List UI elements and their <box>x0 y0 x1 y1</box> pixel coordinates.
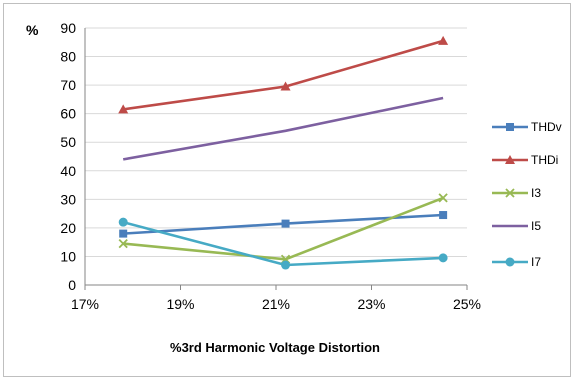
legend: THDv THDi I3 I5 I7 <box>492 120 562 269</box>
legend-item-i7: I7 <box>492 255 541 269</box>
legend-marker-thdv <box>506 123 514 131</box>
x-tick-label: 19% <box>166 296 194 312</box>
y-tick-label: 30 <box>60 191 76 207</box>
axes <box>84 28 468 290</box>
y-axis-label: % <box>26 22 39 38</box>
x-tick-label: 23% <box>357 296 385 312</box>
y-tick-label: 40 <box>60 163 76 179</box>
x-tick-label: 25% <box>453 296 481 312</box>
series-line-thdi <box>123 39 444 111</box>
data-point-i7 <box>118 217 128 227</box>
y-tick-label: 70 <box>60 77 76 93</box>
data-point-thdi <box>280 81 291 91</box>
x-tick-label: 21% <box>262 296 290 312</box>
data-point-i3 <box>438 193 448 203</box>
data-point-thdi <box>438 35 449 45</box>
chart-frame <box>3 3 571 377</box>
y-tick-label: 90 <box>60 20 76 36</box>
series-thdi <box>118 35 449 114</box>
legend-item-i3: I3 <box>492 186 541 200</box>
y-tick-label: 60 <box>60 106 76 122</box>
series-line-i5 <box>122 96 444 161</box>
x-tick-label: 17% <box>71 296 99 312</box>
legend-label-i3: I3 <box>531 186 541 200</box>
data-point-thdi <box>118 104 129 114</box>
data-point-thdv <box>439 211 448 220</box>
legend-label-i5: I5 <box>531 219 541 233</box>
y-tick-label: 80 <box>60 49 76 65</box>
data-point-i7 <box>438 253 448 263</box>
y-tick-label: 20 <box>60 220 76 236</box>
y-tick-label: 0 <box>68 277 76 293</box>
data-point-i3 <box>118 238 128 249</box>
data-point-thdv <box>119 229 128 238</box>
series-i5 <box>122 96 444 161</box>
legend-item-thdi: THDi <box>492 153 558 167</box>
gridlines <box>85 27 467 257</box>
y-tick-label: 10 <box>60 248 76 264</box>
legend-marker-i7 <box>505 257 515 267</box>
legend-item-i5: I5 <box>492 219 541 233</box>
series-i3 <box>118 193 448 264</box>
series-group <box>118 35 449 270</box>
data-point-i7 <box>281 260 291 270</box>
legend-marker-thdi <box>505 155 515 164</box>
legend-label-thdv: THDv <box>531 120 562 134</box>
x-tick-labels: 17% 19% 21% 23% 25% <box>71 296 481 312</box>
data-point-thdv <box>281 219 290 228</box>
legend-marker-i3 <box>505 188 515 198</box>
legend-item-thdv: THDv <box>492 120 562 134</box>
legend-label-thdi: THDi <box>531 153 558 167</box>
y-tick-labels: 0 10 20 30 40 50 60 70 80 90 <box>60 20 76 293</box>
series-line-i3 <box>123 196 444 261</box>
series-i7 <box>118 217 448 270</box>
x-axis-label: %3rd Harmonic Voltage Distortion <box>170 340 380 355</box>
y-tick-label: 50 <box>60 134 76 150</box>
legend-label-i7: I7 <box>531 255 541 269</box>
